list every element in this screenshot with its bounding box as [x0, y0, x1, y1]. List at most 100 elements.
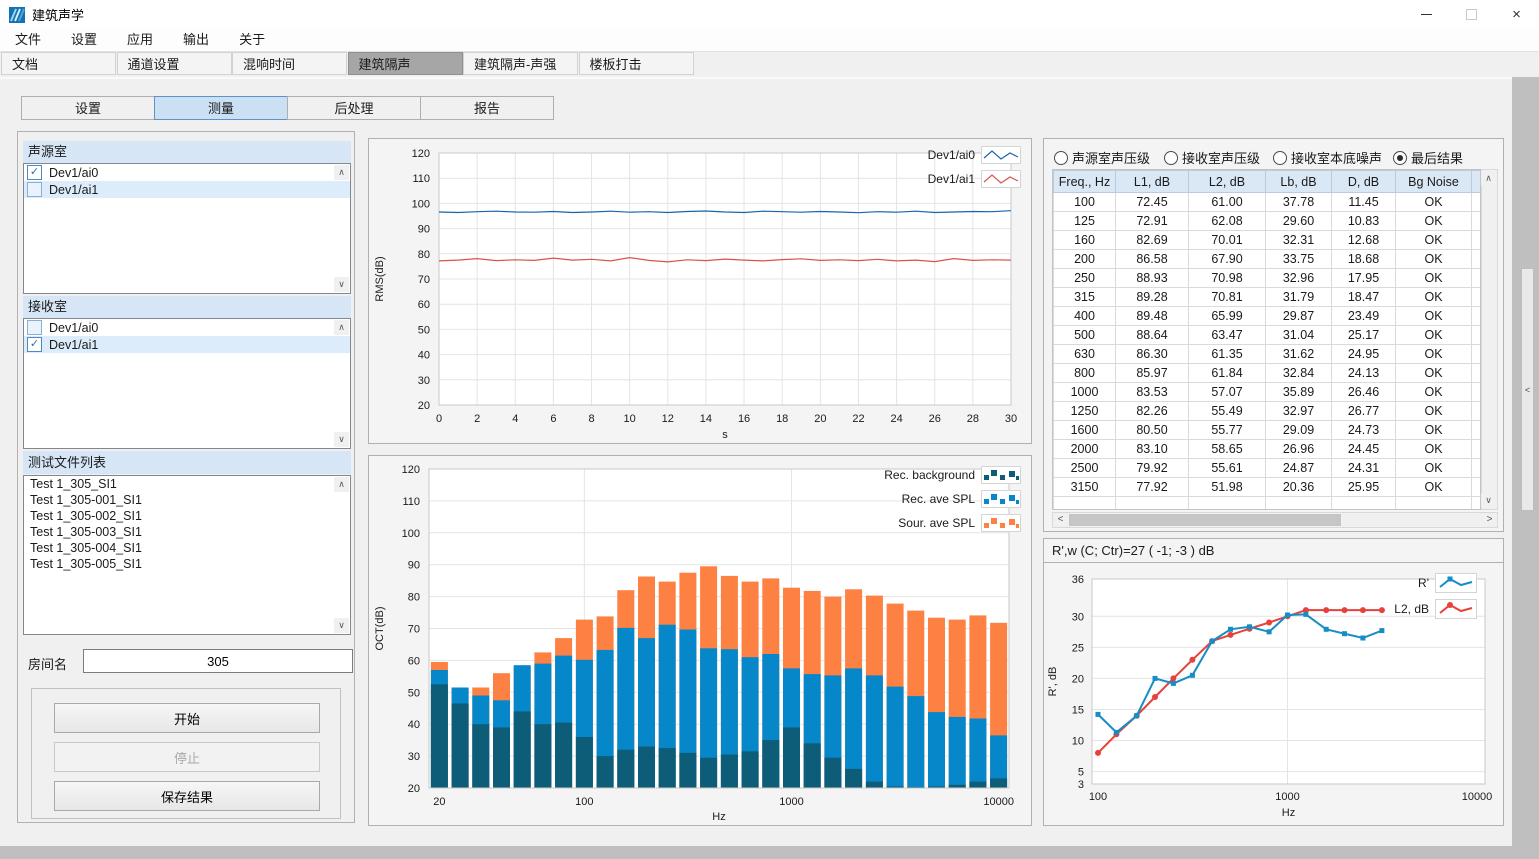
table-cell: 315: [1053, 287, 1116, 307]
test-file-item[interactable]: Test 1_305_SI1: [30, 477, 117, 491]
menu-item-settings[interactable]: 设置: [71, 32, 98, 47]
y-axis-label: OCT(dB): [374, 607, 386, 651]
table-row[interactable]: 2000 83.10 58.65 26.96 24.45 OK: [1053, 439, 1480, 459]
radio-source-room-spl[interactable]: 声源室声压级: [1054, 148, 1150, 167]
maximize-button[interactable]: [1449, 0, 1494, 29]
data-point: [1303, 611, 1309, 617]
checkbox-unchecked-icon[interactable]: [27, 182, 42, 197]
minimize-button[interactable]: [1404, 0, 1449, 29]
channel-label: Dev1/ai1: [49, 337, 99, 352]
file-list-header: 测试文件列表: [23, 451, 351, 474]
close-button[interactable]: ×: [1494, 0, 1539, 29]
test-file-item[interactable]: Test 1_305-001_SI1: [30, 493, 142, 507]
scroll-up-icon[interactable]: ∧: [334, 320, 349, 335]
table-row[interactable]: 800 85.97 61.84 32.84 24.13 OK: [1053, 363, 1480, 383]
scroll-right-icon[interactable]: >: [1486, 514, 1493, 525]
tab-floor-impact[interactable]: 楼板打击: [578, 52, 694, 75]
close-icon: ×: [1512, 6, 1521, 23]
radio-receive-room-spl[interactable]: 接收室声压级: [1164, 148, 1260, 167]
menu-item-output[interactable]: 输出: [183, 32, 210, 47]
room-name-input[interactable]: [83, 649, 353, 673]
menu-item-file[interactable]: 文件: [15, 32, 42, 47]
data-point: [1152, 694, 1158, 700]
table-cell: 55.49: [1188, 401, 1266, 421]
table-row[interactable]: 250 88.93 70.98 32.96 17.95 OK: [1053, 268, 1480, 288]
tab-building-insulation-intensity[interactable]: 建筑隔声-声强: [463, 52, 578, 75]
channel-row[interactable]: ✓ Dev1/ai0: [24, 164, 350, 181]
x-tick-label: 24: [890, 413, 902, 425]
table-cell: [1471, 477, 1480, 497]
test-file-item[interactable]: Test 1_305-005_SI1: [30, 557, 142, 571]
checkbox-checked-icon[interactable]: ✓: [27, 165, 42, 180]
table-row-empty: [1053, 496, 1480, 509]
save-results-button[interactable]: 保存结果: [54, 781, 320, 811]
subtab-post-process[interactable]: 后处理: [287, 96, 421, 120]
table-row[interactable]: 315 89.28 70.81 31.79 18.47 OK: [1053, 287, 1480, 307]
channel-row[interactable]: ✓ Dev1/ai1: [24, 336, 350, 353]
bar: [741, 751, 759, 788]
table-row[interactable]: 400 89.48 65.99 29.87 23.49 OK: [1053, 306, 1480, 326]
table-row[interactable]: 3150 77.92 51.98 20.36 25.95 OK: [1053, 477, 1480, 497]
bar: [700, 757, 718, 788]
scroll-down-icon[interactable]: ∨: [334, 277, 349, 292]
test-file-item[interactable]: Test 1_305-004_SI1: [30, 541, 142, 555]
table-row[interactable]: 200 86.58 67.90 33.75 18.68 OK: [1053, 249, 1480, 269]
scroll-down-icon[interactable]: ∨: [334, 618, 349, 633]
data-point: [1227, 631, 1234, 638]
legend-label: Rec. background: [884, 468, 975, 482]
table-vertical-scrollbar[interactable]: ∧ ∨: [1481, 169, 1498, 510]
panel-collapse-splitter[interactable]: <: [1521, 268, 1534, 511]
legend-sample-icon: [1435, 573, 1477, 593]
run-controls-group: 开始 停止 保存结果: [31, 688, 341, 819]
channel-row[interactable]: Dev1/ai1: [24, 181, 350, 198]
table-cell: 83.53: [1115, 382, 1189, 402]
scroll-down-icon[interactable]: ∨: [1481, 493, 1496, 508]
radio-final-result[interactable]: 最后结果: [1393, 148, 1463, 167]
subtab-report[interactable]: 报告: [420, 96, 554, 120]
test-file-item[interactable]: Test 1_305-002_SI1: [30, 509, 142, 523]
table-row[interactable]: 125 72.91 62.08 29.60 10.83 OK: [1053, 211, 1480, 231]
y-tick-label: 50: [408, 687, 420, 699]
table-row[interactable]: 2500 79.92 55.61 24.87 24.31 OK: [1053, 458, 1480, 478]
table-cell: 65.99: [1188, 306, 1266, 326]
subtab-setup[interactable]: 设置: [21, 96, 155, 120]
scroll-down-icon[interactable]: ∨: [334, 432, 349, 447]
bar: [534, 724, 552, 788]
test-file-item[interactable]: Test 1_305-003_SI1: [30, 525, 142, 539]
menu-item-application[interactable]: 应用: [127, 32, 154, 47]
checkbox-unchecked-icon[interactable]: [27, 320, 42, 335]
table-row[interactable]: 1600 80.50 55.77 29.09 24.73 OK: [1053, 420, 1480, 440]
data-point: [1342, 631, 1347, 637]
table-row[interactable]: 500 88.64 63.47 31.04 25.17 OK: [1053, 325, 1480, 345]
y-tick-label: 80: [408, 592, 420, 604]
stop-button[interactable]: 停止: [54, 742, 320, 772]
scroll-left-icon[interactable]: <: [1057, 514, 1064, 525]
table-row[interactable]: 100 72.45 61.00 37.78 11.45 OK: [1053, 192, 1480, 212]
tab-document[interactable]: 文档: [1, 52, 116, 75]
start-button[interactable]: 开始: [54, 703, 320, 733]
table-row[interactable]: 160 82.69 70.01 32.31 12.68 OK: [1053, 230, 1480, 250]
scroll-up-icon[interactable]: ∧: [1481, 171, 1496, 186]
column-header: Lb, dB: [1265, 170, 1332, 193]
tab-reverb-time[interactable]: 混响时间: [232, 52, 347, 75]
table-row[interactable]: 630 86.30 61.35 31.62 24.95 OK: [1053, 344, 1480, 364]
scroll-up-icon[interactable]: ∧: [334, 165, 349, 180]
menu-item-about[interactable]: 关于: [239, 32, 266, 47]
legend-label: R': [1418, 576, 1429, 590]
radio-receive-room-background[interactable]: 接收室本底噪声: [1273, 148, 1382, 167]
table-cell: 31.79: [1265, 287, 1332, 307]
scrollbar-thumb[interactable]: [1069, 514, 1341, 526]
subtab-measure[interactable]: 测量: [154, 96, 288, 120]
data-point: [1113, 729, 1119, 735]
channel-row[interactable]: Dev1/ai0: [24, 319, 350, 336]
checkbox-checked-icon[interactable]: ✓: [27, 337, 42, 352]
x-axis-label: Hz: [1282, 807, 1295, 819]
bar: [969, 718, 987, 788]
tab-building-insulation[interactable]: 建筑隔声: [347, 52, 463, 75]
scroll-up-icon[interactable]: ∧: [334, 477, 349, 492]
tab-channel-setup[interactable]: 通道设置: [116, 52, 232, 75]
data-point: [1285, 612, 1290, 618]
table-row[interactable]: 1250 82.26 55.49 32.97 26.77 OK: [1053, 401, 1480, 421]
table-horizontal-scrollbar[interactable]: < >: [1052, 512, 1498, 528]
table-row[interactable]: 1000 83.53 57.07 35.89 26.46 OK: [1053, 382, 1480, 402]
